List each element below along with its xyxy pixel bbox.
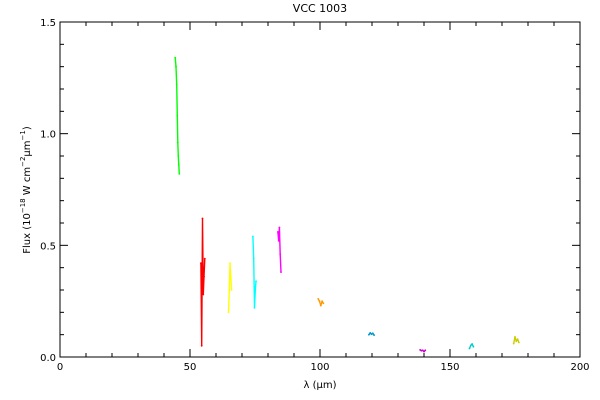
data-point xyxy=(228,289,231,291)
data-point xyxy=(322,302,325,305)
x-axis-label: λ (μm) xyxy=(303,380,336,391)
data-point xyxy=(369,332,372,334)
data-point xyxy=(318,300,321,303)
y-tick-label: 0.5 xyxy=(40,241,56,252)
data-point xyxy=(371,332,374,335)
data-point xyxy=(321,300,323,303)
x-tick-label: 200 xyxy=(570,362,589,373)
chart-title: VCC 1003 xyxy=(293,2,347,15)
x-tick-label: 100 xyxy=(310,362,329,373)
y-tick-label: 1.5 xyxy=(40,18,56,29)
y-tick-label: 1.0 xyxy=(40,130,56,141)
data-point xyxy=(175,65,177,68)
data-point xyxy=(203,275,205,278)
data-point xyxy=(518,341,520,344)
data-point xyxy=(471,343,473,345)
series-line-5 xyxy=(277,226,282,273)
data-point xyxy=(229,275,232,278)
data-point xyxy=(279,253,282,256)
series-line-1 xyxy=(174,57,180,174)
series-line-3 xyxy=(227,262,233,313)
series-line-4 xyxy=(252,236,257,309)
data-point xyxy=(176,114,179,117)
y-axis-label: Flux (10−18 W cm−2μm−1) xyxy=(19,126,33,254)
data-point xyxy=(472,345,475,348)
data-point xyxy=(252,235,254,238)
data-point xyxy=(512,342,515,345)
data-point xyxy=(423,350,425,353)
x-tick-label: 50 xyxy=(184,362,197,373)
series-line-2 xyxy=(200,217,206,347)
data-point xyxy=(253,307,256,309)
data-point xyxy=(277,240,280,242)
data-point xyxy=(174,56,177,59)
data-point xyxy=(317,298,320,300)
data-point xyxy=(278,226,281,229)
data-point xyxy=(319,304,322,307)
data-point xyxy=(202,293,205,296)
y-tick-label: 0.0 xyxy=(40,353,56,364)
series-line-9 xyxy=(468,343,475,349)
data-point xyxy=(516,338,519,340)
data-point xyxy=(370,333,373,336)
data-point xyxy=(230,289,233,291)
data-point xyxy=(201,217,204,220)
data-point xyxy=(227,311,230,314)
data-point xyxy=(176,141,179,144)
data-point xyxy=(421,349,424,352)
data-point xyxy=(424,349,427,352)
data-point xyxy=(469,344,472,347)
data-point xyxy=(255,280,257,282)
data-point xyxy=(515,340,518,343)
data-point xyxy=(468,347,471,350)
plot-border xyxy=(59,21,581,358)
data-point xyxy=(229,262,231,265)
axis-ticks: 0 50 100 150 200 0.0 0.5 1.0 1.5 xyxy=(40,18,589,373)
series-line-6 xyxy=(317,298,325,307)
data-point xyxy=(419,349,421,351)
data-point xyxy=(277,231,279,233)
data-series xyxy=(174,56,520,353)
data-point xyxy=(177,164,180,166)
data-point xyxy=(203,257,206,260)
data-point xyxy=(175,83,178,86)
data-point xyxy=(200,344,203,347)
data-point xyxy=(514,336,516,338)
data-point xyxy=(177,155,180,157)
x-tick-label: 0 xyxy=(57,362,63,373)
x-tick-label: 150 xyxy=(440,362,459,373)
data-point xyxy=(280,271,282,273)
data-point xyxy=(373,334,375,336)
data-point xyxy=(178,173,181,175)
plot-frame xyxy=(59,21,581,358)
data-point xyxy=(254,289,257,291)
data-point xyxy=(368,333,370,336)
data-point xyxy=(200,262,202,265)
data-point xyxy=(252,257,255,260)
